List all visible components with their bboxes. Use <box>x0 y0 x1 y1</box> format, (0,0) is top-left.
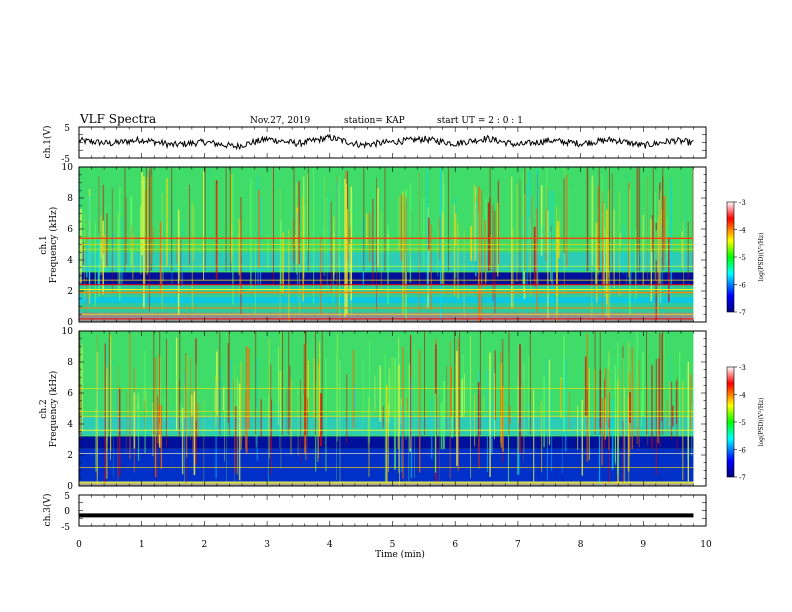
freq-tick-label: 2 <box>67 287 73 297</box>
time-tick-label: 10 <box>700 540 712 550</box>
colorbar-tick-label: -6 <box>739 447 746 455</box>
colorbar-tick-label: -7 <box>739 474 746 482</box>
time-tick-label: 8 <box>578 540 584 550</box>
date-label: Nov.27, 2019 <box>250 116 311 126</box>
ch1-colorbar: -3 -4 -5 -6 -7 log(PSD)(V²/Hz) <box>726 199 765 317</box>
ch2-spectrogram-image <box>79 331 706 486</box>
spectrogram-band <box>79 252 694 271</box>
ch3-wave-ytick-mid: 0 <box>64 507 70 517</box>
ch1-wave-ytick-top: 5 <box>64 124 70 134</box>
ch3-wave-ytick-top: 5 <box>64 492 70 502</box>
ch2-spectrogram-panel: 0 2 4 6 8 10 ch.2 Frequency (kHz) <box>39 327 707 492</box>
ch1-spec-ylabel-channel: ch.1 <box>39 235 49 254</box>
start-time-label: start UT = 2 : 0 : 1 <box>437 116 523 126</box>
spectrogram-band <box>79 272 694 285</box>
colorbar-tick-label: -4 <box>739 392 746 400</box>
ch1-spectrogram-image <box>79 167 706 322</box>
time-tick-label: 6 <box>452 540 458 550</box>
freq-tick-label: 6 <box>67 389 73 399</box>
ch2-colorbar-label: log(PSD)(V²/Hz) <box>758 398 765 447</box>
colorbar-tick-label: -5 <box>739 419 746 427</box>
colorbar-tick-label: -3 <box>739 364 746 372</box>
station-label: station= KAP <box>344 116 405 126</box>
ch1-colorbar-gradient <box>726 201 735 313</box>
ch3-waveform-frame <box>78 494 707 527</box>
freq-tick-label: 4 <box>67 256 73 266</box>
colorbar-tick-label: -5 <box>739 254 746 262</box>
ch1-colorbar-label: log(PSD)(V²/Hz) <box>758 233 765 282</box>
freq-tick-label: 4 <box>67 420 73 430</box>
ch1-waveform-panel: 5 -5 ch.1(V) <box>42 124 707 165</box>
ch3-wave-ylabel: ch.3(V) <box>42 494 53 527</box>
freq-tick-label: 0 <box>67 318 73 328</box>
ch1-spectrogram-panel: 0 2 4 6 8 10 ch.1 Frequency (kHz) <box>39 163 707 328</box>
ch2-colorbar: -3 -4 -5 -6 -7 log(PSD)(V²/Hz) <box>726 364 765 482</box>
time-tick-label: 1 <box>139 540 145 550</box>
time-tick-label: 2 <box>202 540 208 550</box>
time-tick-label: 4 <box>327 540 333 550</box>
ch2-spec-ylabel-frequency: Frequency (kHz) <box>48 371 59 448</box>
ch1-wave-ylabel: ch.1(V) <box>42 126 53 159</box>
time-axis-label: Time (min) <box>375 549 425 560</box>
colorbar-tick-label: -4 <box>739 227 746 235</box>
colorbar-tick-label: -6 <box>739 282 746 290</box>
freq-tick-label: 8 <box>67 194 73 204</box>
time-tick-label: 3 <box>264 540 270 550</box>
ch2-spec-ylabel-channel: ch.2 <box>39 399 49 418</box>
time-tick-label: 0 <box>76 540 82 550</box>
spectrogram-blank <box>693 331 706 486</box>
colorbar-tick-label: -3 <box>739 199 746 207</box>
ch1-waveform-trace <box>78 133 694 151</box>
ch2-colorbar-gradient <box>726 366 735 478</box>
colorbar-tick-label: -7 <box>739 309 746 317</box>
freq-tick-label: 0 <box>67 482 73 492</box>
freq-tick-label: 10 <box>62 327 74 337</box>
time-tick-label: 5 <box>390 540 396 550</box>
spectrogram-band <box>79 312 694 322</box>
figure-title: VLF Spectra <box>79 112 156 126</box>
freq-tick-label: 8 <box>67 358 73 368</box>
ch1-spec-ylabel-frequency: Frequency (kHz) <box>48 207 59 284</box>
freq-tick-label: 10 <box>62 163 74 173</box>
freq-tick-label: 6 <box>67 225 73 235</box>
spectrogram-band <box>79 481 694 486</box>
freq-tick-label: 2 <box>67 451 73 461</box>
spectrogram-band <box>79 297 694 304</box>
ch3-waveform-panel: 5 0 -5 ch.3(V) <box>42 492 707 533</box>
time-axis: 0 1 2 3 4 5 6 7 8 9 10 <box>76 126 712 550</box>
ch1-wave-ytick-bottom: -5 <box>61 155 70 165</box>
ch3-wave-ytick-bottom: -5 <box>61 523 70 533</box>
time-tick-label: 7 <box>515 540 521 550</box>
time-tick-label: 9 <box>640 540 646 550</box>
spectrogram-blank <box>693 167 706 322</box>
